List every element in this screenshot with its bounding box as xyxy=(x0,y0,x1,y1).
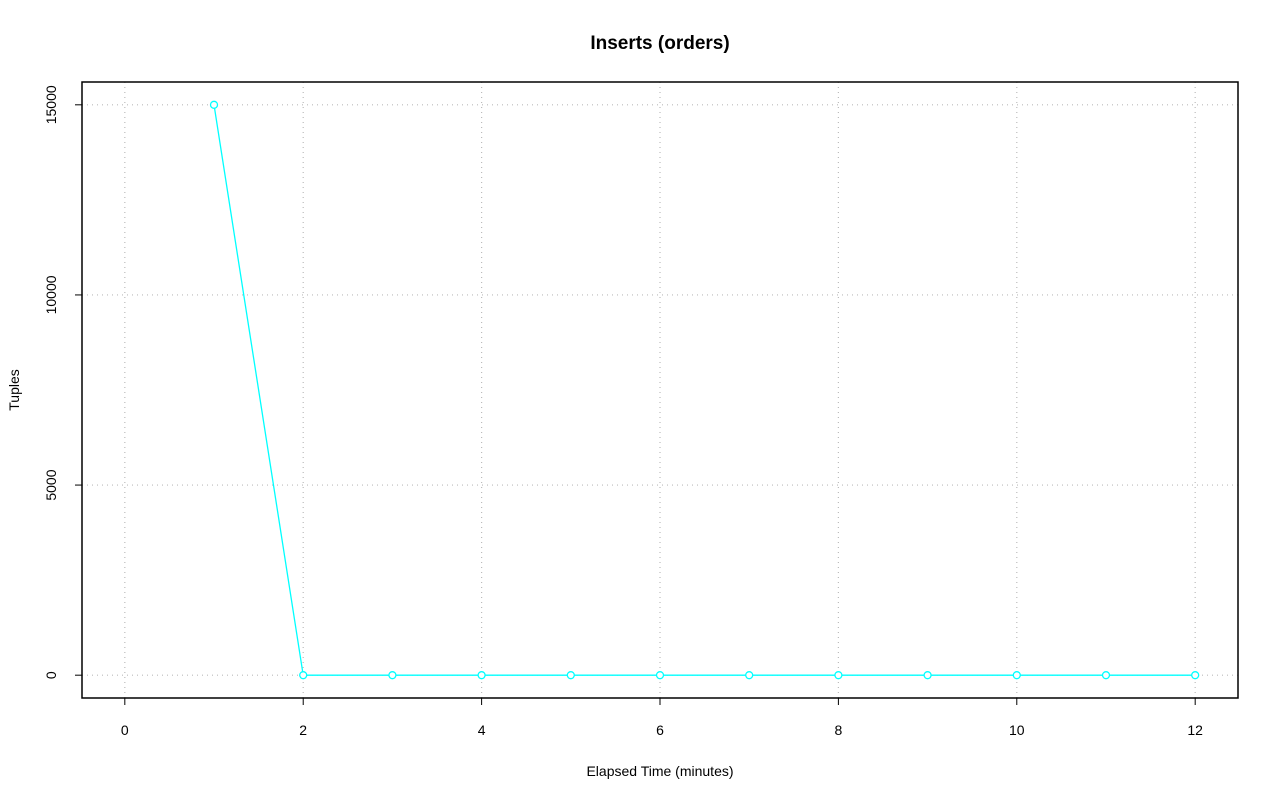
point xyxy=(209,100,219,109)
point xyxy=(745,671,754,680)
x-axis-label: Elapsed Time (minutes) xyxy=(586,763,733,779)
point xyxy=(388,671,397,680)
x-tick-label: 12 xyxy=(1187,722,1203,738)
y-tick-label: 15000 xyxy=(43,85,59,124)
point xyxy=(299,671,308,680)
point xyxy=(655,671,665,680)
chart-title: Inserts (orders) xyxy=(590,33,729,54)
point xyxy=(1012,671,1021,680)
x-tick-label: 0 xyxy=(121,722,129,738)
x-tick-label: 10 xyxy=(1009,722,1025,738)
y-tick-label: 10000 xyxy=(43,275,59,314)
x-tick-label: 8 xyxy=(834,722,842,738)
x-tick-label: 2 xyxy=(299,722,307,738)
x-tick-label: 6 xyxy=(656,722,664,738)
point xyxy=(1101,671,1111,680)
point xyxy=(477,671,486,680)
plot-frame xyxy=(81,81,1239,699)
point xyxy=(834,671,843,680)
point xyxy=(1191,671,1200,680)
point xyxy=(566,671,575,680)
y-tick-label: 0 xyxy=(43,671,59,679)
line xyxy=(213,104,1196,676)
y-axis-label: Tuples xyxy=(6,369,22,411)
x-tick-label: 4 xyxy=(478,722,486,738)
point xyxy=(923,671,932,680)
y-tick-label: 5000 xyxy=(43,469,59,500)
